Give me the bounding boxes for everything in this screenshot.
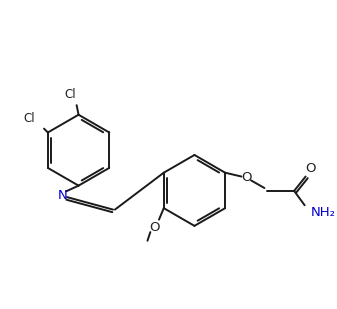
- Text: NH₂: NH₂: [310, 206, 335, 219]
- Text: Cl: Cl: [64, 88, 76, 101]
- Text: O: O: [149, 221, 159, 234]
- Text: O: O: [305, 162, 316, 176]
- Text: Cl: Cl: [23, 112, 34, 125]
- Text: O: O: [241, 171, 251, 184]
- Text: N: N: [57, 189, 67, 202]
